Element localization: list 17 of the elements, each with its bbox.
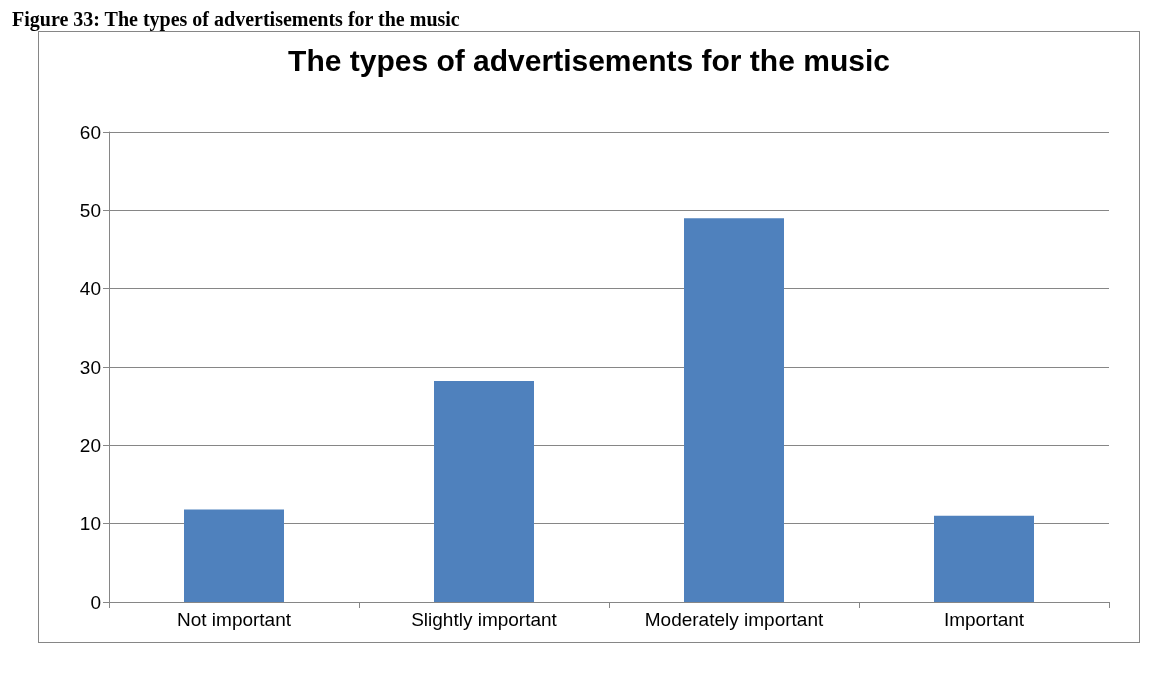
x-tick-label: Not important: [176, 609, 292, 630]
bar: [184, 509, 284, 602]
y-tick-label: 40: [79, 278, 101, 300]
x-tick-label: Slightly important: [411, 609, 558, 630]
y-tick-label: 50: [79, 199, 101, 221]
y-tick-label: 20: [79, 434, 101, 456]
x-tick-label: Important: [943, 609, 1025, 630]
y-tick-label: 30: [79, 356, 101, 378]
chart-title: The types of advertisements for the music: [288, 43, 890, 77]
caption: Figure 33: The types of advertisements for the music: [12, 8, 461, 31]
bar: [934, 515, 1034, 602]
bar: [434, 381, 534, 602]
x-tick-label: Moderately important: [644, 609, 824, 630]
y-tick-label: 60: [79, 121, 101, 143]
bar: [684, 218, 784, 602]
y-tick-label: 10: [79, 513, 101, 535]
y-tick-label: 0: [90, 591, 101, 613]
